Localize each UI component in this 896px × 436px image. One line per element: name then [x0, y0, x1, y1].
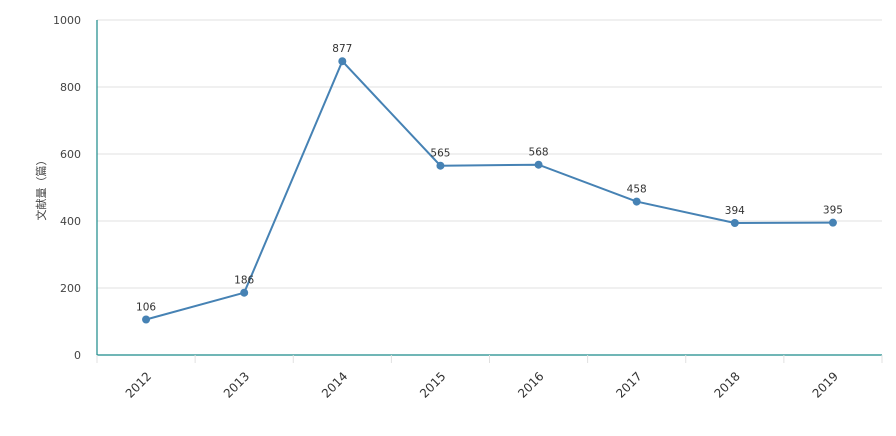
- data-label: 106: [136, 301, 156, 313]
- y-tick-label: 0: [74, 349, 81, 362]
- x-tick-labels: 2012 2013 2014 2015 2016 2017 2018 2019: [123, 369, 841, 400]
- y-axis-label: 文献量（篇）: [34, 155, 48, 221]
- x-tick-label: 2012: [123, 369, 154, 400]
- data-labels: 106 186 877 565 568 458 394 395: [136, 43, 843, 313]
- x-tick-label: 2015: [417, 369, 448, 400]
- data-label: 186: [234, 275, 254, 287]
- series-line: [145, 59, 833, 321]
- data-label: 395: [823, 205, 843, 217]
- data-point: [534, 160, 543, 169]
- x-tick-label: 2016: [515, 369, 546, 400]
- y-tick-labels: 0 200 400 600 800 1000: [53, 14, 81, 362]
- data-point: [828, 218, 837, 227]
- data-point: [142, 315, 151, 324]
- axes: [96, 20, 883, 363]
- x-tick-label: 2013: [221, 369, 252, 400]
- y-tick-label: 600: [60, 148, 81, 161]
- x-tick-label: 2014: [319, 369, 350, 400]
- data-label: 565: [430, 148, 450, 160]
- data-point: [730, 219, 739, 228]
- x-tick-label: 2017: [613, 369, 644, 400]
- data-label: 877: [332, 43, 352, 55]
- x-tick-label: 2019: [810, 369, 841, 400]
- x-tick-label: 2018: [711, 369, 742, 400]
- series-layer: [142, 57, 837, 324]
- data-point: [338, 57, 347, 66]
- y-tick-label: 800: [60, 81, 81, 94]
- y-tick-label: 200: [60, 282, 81, 295]
- data-point: [632, 197, 641, 206]
- y-tick-label: 400: [60, 215, 81, 228]
- data-point: [240, 288, 249, 297]
- y-tick-label: 1000: [53, 14, 81, 27]
- gridlines: [97, 19, 882, 289]
- data-label: 394: [725, 205, 745, 217]
- data-point: [436, 161, 445, 170]
- data-label: 568: [529, 147, 549, 159]
- data-label: 458: [627, 184, 647, 196]
